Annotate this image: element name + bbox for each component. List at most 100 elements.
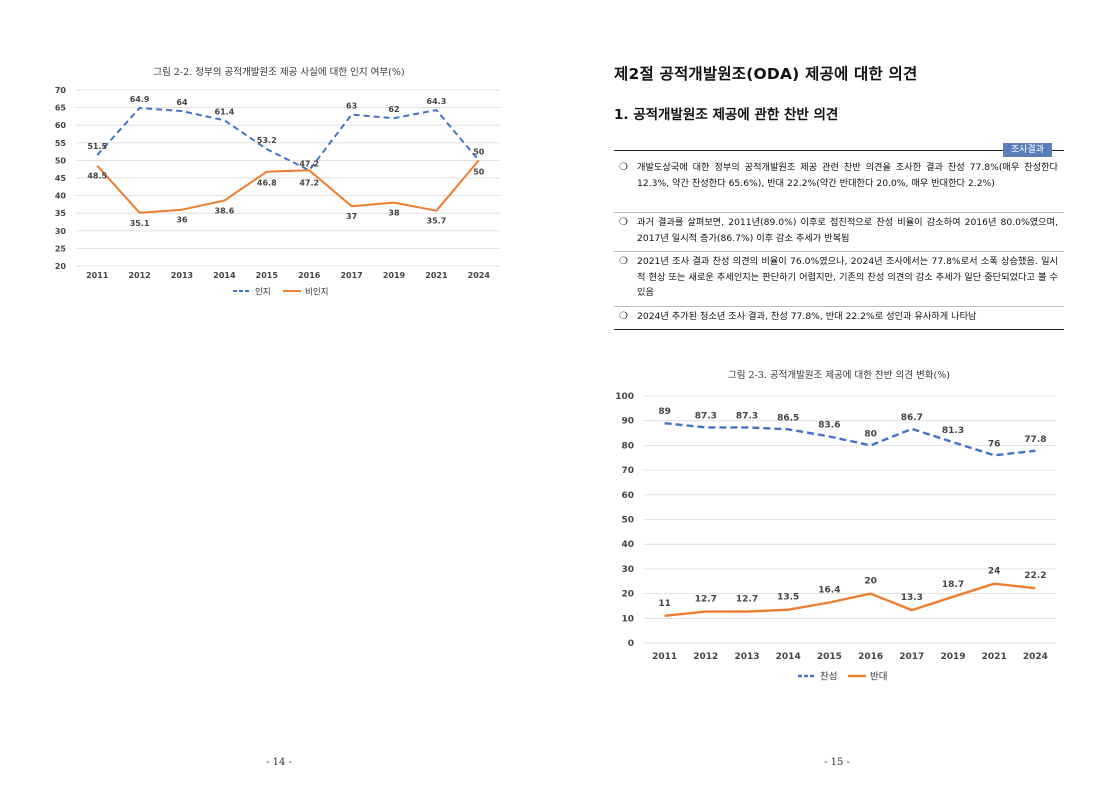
bullet-mark-icon: ❍	[619, 256, 628, 267]
series-line-primary	[664, 422, 1036, 457]
data-label: 89	[658, 407, 671, 417]
data-label: 64.9	[130, 95, 150, 104]
data-label: 81.3	[942, 426, 964, 436]
y-tick-label: 20	[55, 262, 67, 271]
data-label: 50	[473, 147, 485, 156]
page-number-right: - 15 -	[824, 757, 850, 768]
x-tick-label: 2011	[652, 652, 677, 662]
data-label: 46.8	[257, 179, 277, 188]
data-label: 13.3	[901, 593, 923, 603]
data-label: 87.3	[736, 411, 758, 421]
x-tick-label: 2019	[940, 652, 965, 662]
x-tick-label: 2014	[213, 271, 236, 280]
data-label: 12.7	[736, 595, 758, 605]
bullet-mark-icon: ❍	[619, 162, 628, 173]
data-label: 36	[176, 216, 188, 225]
x-tick-label: 2013	[171, 271, 193, 280]
x-tick-label: 2021	[425, 271, 448, 280]
data-label: 83.6	[818, 421, 840, 431]
x-tick-label: 2021	[982, 652, 1007, 662]
bullet-item: ❍ 과거 결과를 살펴보면, 2011년(89.0%) 이후로 점진적으로 찬성…	[614, 212, 1064, 246]
data-label: 13.5	[777, 593, 799, 603]
y-tick-label: 70	[621, 466, 634, 476]
x-tick-label: 2019	[383, 271, 406, 280]
data-label: 35.7	[427, 217, 447, 226]
data-label: 64	[176, 98, 188, 107]
data-label: 80	[864, 429, 877, 439]
result-tag: 조사결과	[1002, 143, 1052, 157]
x-tick-label: 2015	[256, 271, 279, 280]
section-title: 제2절 공적개발원조(ODA) 제공에 대한 의견	[614, 65, 918, 83]
data-label: 16.4	[818, 585, 840, 595]
bullet-item: ❍ 2021년 조사 결과 찬성 의견의 비율이 76.0%였으나, 2024년…	[614, 251, 1064, 301]
x-tick-label: 2024	[468, 271, 491, 280]
y-tick-label: 70	[55, 86, 67, 95]
data-label: 18.7	[942, 580, 964, 590]
bullet-text: 과거 결과를 살펴보면, 2011년(89.0%) 이후로 점진적으로 찬성 비…	[637, 217, 1058, 244]
bullet-item: ❍ 개발도상국에 대한 정부의 공적개발원조 제공 관련 찬반 의견을 조사한 …	[614, 160, 1064, 191]
y-tick-label: 65	[55, 104, 67, 113]
y-tick-label: 30	[55, 227, 67, 236]
y-tick-label: 55	[55, 139, 67, 148]
series-line-secondary	[664, 582, 1036, 617]
data-label: 51.5	[87, 142, 107, 151]
data-label: 38.6	[215, 207, 235, 216]
bullet-text: 개발도상국에 대한 정부의 공적개발원조 제공 관련 찬반 의견을 조사한 결과…	[637, 162, 1058, 189]
y-tick-label: 50	[621, 516, 634, 526]
data-label: 24	[988, 567, 1001, 577]
data-label: 37	[346, 212, 357, 221]
y-tick-label: 40	[55, 192, 67, 201]
x-tick-label: 2012	[128, 271, 150, 280]
data-label: 22.2	[1024, 571, 1046, 581]
data-label: 64.3	[427, 97, 447, 106]
data-label: 11	[658, 599, 671, 609]
data-label: 87.3	[695, 411, 717, 421]
y-tick-label: 35	[55, 209, 67, 218]
y-tick-label: 60	[621, 491, 634, 501]
awareness-chart: 20 25 30 35 40 45 50 55 60 65 70 2011 2012 2013 2014 20…	[55, 86, 500, 298]
bullet-mark-icon: ❍	[619, 311, 628, 322]
y-tick-label: 45	[55, 174, 67, 183]
legend-label: 비인지	[305, 287, 328, 298]
series-line-secondary	[96, 159, 480, 214]
bullet-text: 2024년 추가된 청소년 조사 결과, 찬성 77.8%, 반대 22.2%로…	[637, 311, 977, 322]
data-label: 48.5	[87, 172, 107, 181]
data-label: 76	[988, 439, 1001, 449]
legend-label: 반대	[870, 672, 887, 683]
survey-result-box: 조사결과 ❍ 개발도상국에 대한 정부의 공적개발원조 제공 관련 찬반 의견을…	[614, 143, 1064, 330]
x-tick-label: 2014	[776, 652, 801, 662]
y-tick-label: 100	[615, 392, 634, 402]
y-tick-label: 50	[55, 156, 67, 165]
y-tick-label: 90	[621, 417, 634, 427]
x-tick-label: 2011	[86, 271, 109, 280]
page-number-left: - 14 -	[266, 757, 292, 768]
bullet-mark-icon: ❍	[619, 217, 628, 228]
x-tick-label: 2017	[340, 271, 362, 280]
legend-label: 찬성	[820, 672, 837, 683]
y-tick-label: 40	[621, 540, 634, 550]
data-label: 47.2	[299, 159, 319, 168]
x-tick-label: 2017	[899, 652, 924, 662]
y-tick-label: 30	[621, 565, 634, 575]
data-label: 53.2	[257, 136, 277, 145]
right-page: - 15 -	[558, 0, 1116, 788]
y-tick-label: 0	[628, 639, 634, 649]
y-tick-label: 10	[621, 614, 634, 624]
bullet-item: ❍ 2024년 추가된 청소년 조사 결과, 찬성 77.8%, 반대 22.2…	[614, 306, 1064, 325]
x-tick-label: 2012	[693, 652, 718, 662]
y-tick-label: 20	[621, 590, 634, 600]
data-label: 77.8	[1024, 435, 1046, 445]
y-tick-label: 60	[55, 121, 67, 130]
data-label: 62	[388, 105, 399, 114]
legend-label: 인지	[255, 287, 271, 298]
x-tick-label: 2016	[858, 652, 883, 662]
data-label: 86.5	[777, 413, 799, 423]
data-label: 12.7	[695, 595, 717, 605]
x-tick-label: 2015	[817, 652, 842, 662]
figure-caption-2-3: 그림 2-3. 공적개발원조 제공에 대한 찬반 의견 변화(%)	[728, 370, 950, 381]
data-label: 63	[346, 102, 357, 111]
data-label: 35.1	[130, 219, 150, 228]
data-label: 50	[473, 167, 485, 176]
bullet-text: 2021년 조사 결과 찬성 의견의 비율이 76.0%였으나, 2024년 조…	[637, 256, 1058, 298]
